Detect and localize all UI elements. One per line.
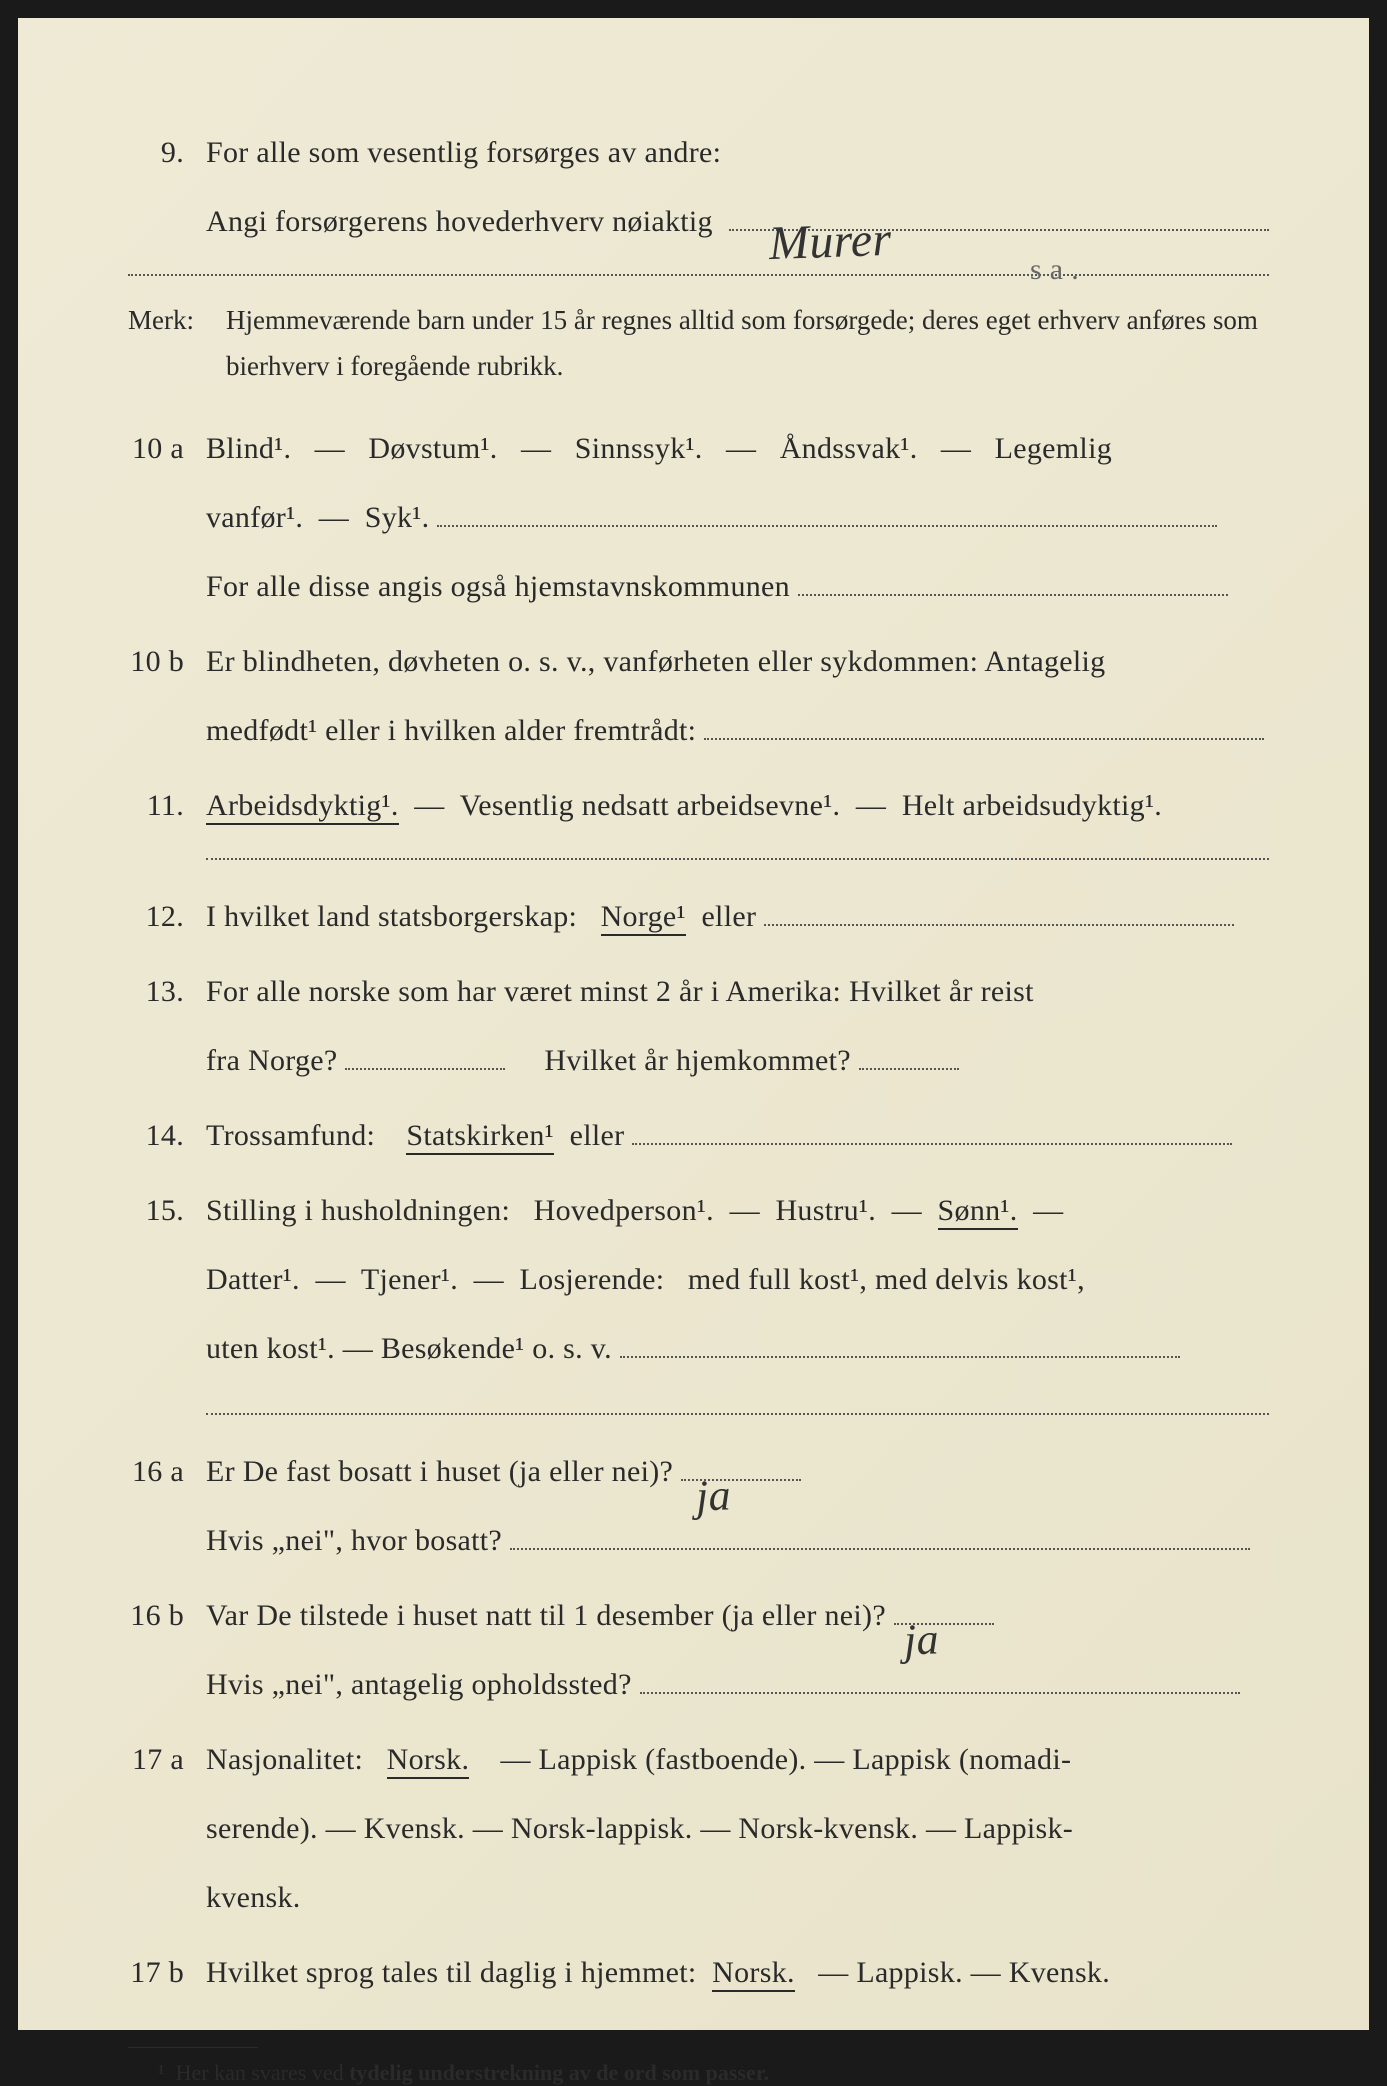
question-17b: 17 b Hvilket sprog tales til daglig i hj… — [128, 1938, 1269, 2007]
q17b-rest: — Lappisk. — Kvensk. — [818, 1956, 1110, 1989]
q10b-fill — [704, 738, 1264, 740]
q15-opt-kost: med full kost¹, med delvis kost¹, — [688, 1263, 1085, 1296]
q10a-fill2 — [798, 594, 1228, 596]
q12-text: I hvilket land statsborgerskap: — [206, 900, 577, 933]
q15-number: 15. — [128, 1176, 206, 1245]
separator — [128, 274, 1269, 276]
separator-2 — [206, 858, 1269, 860]
q10a-opt-blind: Blind¹. — [206, 432, 291, 465]
question-16b: 16 b Var De tilstede i huset natt til 1 … — [128, 1581, 1269, 1719]
q16b-line2: Hvis „nei", antagelig opholdssted? — [206, 1668, 632, 1701]
q9-handwritten-2: s a . — [1030, 235, 1079, 304]
q14-number: 14. — [128, 1101, 206, 1170]
question-11: 11. Arbeidsdyktig¹. — Vesentlig nedsatt … — [128, 771, 1269, 840]
q15-opt-sonn: Sønn¹. — [938, 1194, 1018, 1230]
q10a-opt-vanfor: vanfør¹. — [206, 501, 303, 534]
q14-opt-statskirken: Statskirken¹ — [406, 1119, 554, 1155]
q17b-number: 17 b — [128, 1938, 206, 2007]
q13-line2a: fra Norge? — [206, 1044, 338, 1077]
q15-line3: uten kost¹. — Besøkende¹ o. s. v. — [206, 1332, 612, 1365]
q12-after: eller — [701, 900, 756, 933]
q10b-line2: medfødt¹ eller i hvilken alder fremtrådt… — [206, 714, 696, 747]
q15-opt-datter: Datter¹. — [206, 1263, 300, 1296]
q13-fill1 — [345, 1068, 505, 1070]
question-15: 15. Stilling i husholdningen: Hovedperso… — [128, 1176, 1269, 1383]
q17a-line3: kvensk. — [206, 1863, 1269, 1932]
q15-label: Stilling i husholdningen: — [206, 1194, 510, 1227]
question-17a: 17 a Nasjonalitet: Norsk. — Lappisk (fas… — [128, 1725, 1269, 1932]
q13-line1: For alle norske som har været minst 2 år… — [206, 957, 1269, 1026]
q15-opt-hovedperson: Hovedperson¹. — [534, 1194, 714, 1227]
q16b-number: 16 b — [128, 1581, 206, 1650]
q17a-number: 17 a — [128, 1725, 206, 1794]
q10a-opt-sinnssyk: Sinnssyk¹. — [575, 432, 703, 465]
question-9: 9. For alle som vesentlig forsørges av a… — [128, 118, 1269, 256]
merk-text: Hjemmeværende barn under 15 år regnes al… — [226, 298, 1269, 390]
q15-opt-hustru: Hustru¹. — [775, 1194, 876, 1227]
q9-line2: Angi forsørgerens hovederhverv nøiaktig — [206, 205, 713, 238]
q16b-line1: Var De tilstede i huset natt til 1 desem… — [206, 1599, 886, 1632]
q14-after: eller — [570, 1119, 625, 1152]
question-10b: 10 b Er blindheten, døvheten o. s. v., v… — [128, 627, 1269, 765]
q10b-number: 10 b — [128, 627, 206, 696]
q12-fill — [764, 924, 1234, 926]
q10a-fill — [437, 525, 1217, 527]
q9-line1: For alle som vesentlig forsørges av andr… — [206, 118, 1269, 187]
question-16a: 16 a Er De fast bosatt i huset (ja eller… — [128, 1437, 1269, 1575]
q17b-text: Hvilket sprog tales til daglig i hjemmet… — [206, 1956, 697, 1989]
merk-note: Merk: Hjemmeværende barn under 15 år reg… — [128, 298, 1269, 390]
q10a-line3: For alle disse angis også hjemstavnskomm… — [206, 570, 790, 603]
q9-number: 9. — [128, 118, 206, 187]
q16a-line2: Hvis „nei", hvor bosatt? — [206, 1524, 502, 1557]
q17a-rest1: — Lappisk (fastboende). — Lappisk (nomad… — [500, 1743, 1071, 1776]
q10a-opt-syk: Syk¹. — [365, 501, 430, 534]
q16a-fill2 — [510, 1548, 1250, 1550]
q16a-fill1: ja — [681, 1479, 801, 1481]
q15-fill — [620, 1356, 1180, 1358]
q10a-number: 10 a — [128, 414, 206, 483]
q16a-number: 16 a — [128, 1437, 206, 1506]
q16b-handwritten: ja — [902, 1588, 940, 1690]
q12-number: 12. — [128, 882, 206, 951]
q17a-label: Nasjonalitet: — [206, 1743, 363, 1776]
q16b-fill2 — [640, 1692, 1240, 1694]
q17b-opt-norsk: Norsk. — [712, 1956, 795, 1992]
q17a-opt-norsk: Norsk. — [387, 1743, 470, 1779]
q15-opt-tjener: Tjener¹. — [361, 1263, 458, 1296]
census-form-page: 9. For alle som vesentlig forsørges av a… — [18, 18, 1369, 2030]
q12-opt-norge: Norge¹ — [601, 900, 686, 936]
merk-label: Merk: — [128, 298, 226, 390]
q14-fill — [632, 1143, 1232, 1145]
question-12: 12. I hvilket land statsborgerskap: Norg… — [128, 882, 1269, 951]
q17a-line2: serende). — Kvensk. — Norsk-lappisk. — N… — [206, 1794, 1269, 1863]
q16a-line1: Er De fast bosatt i huset (ja eller nei)… — [206, 1455, 673, 1488]
q10a-opt-legemlig: Legemlig — [995, 432, 1112, 465]
q16b-fill1: ja — [894, 1623, 994, 1625]
q10a-opt-dovstum: Døvstum¹. — [368, 432, 497, 465]
question-14: 14. Trossamfund: Statskirken¹ eller — [128, 1101, 1269, 1170]
q11-opt-arbeidsdyktig: Arbeidsdyktig¹. — [206, 789, 399, 825]
q11-opt-udyktig: Helt arbeidsudyktig¹. — [902, 789, 1162, 822]
q9-fill: Murer — [729, 229, 1269, 231]
footnote-text-b: tydelig understrekning av de ord som pas… — [349, 2060, 769, 2085]
q11-opt-nedsatt: Vesentlig nedsatt arbeidsevne¹. — [460, 789, 841, 822]
q13-fill2 — [859, 1068, 959, 1070]
q13-number: 13. — [128, 957, 206, 1026]
q11-number: 11. — [128, 771, 206, 840]
separator-3 — [206, 1413, 1269, 1415]
q10b-line1: Er blindheten, døvheten o. s. v., vanfør… — [206, 627, 1269, 696]
q14-label: Trossamfund: — [206, 1119, 375, 1152]
footnote-text-a: Her kan svares ved — [176, 2060, 350, 2085]
footnote-marker: ¹ — [158, 2060, 165, 2085]
q16a-handwritten: ja — [694, 1444, 732, 1546]
q10a-opt-andssvak: Åndssvak¹. — [780, 432, 918, 465]
footnote: ¹ Her kan svares ved tydelig understrekn… — [128, 2060, 1269, 2086]
q13-line2b: Hvilket år hjemkommet? — [544, 1044, 851, 1077]
q9-handwritten: Murer — [767, 185, 893, 300]
question-13: 13. For alle norske som har været minst … — [128, 957, 1269, 1095]
q15-losjerende: Losjerende: — [520, 1263, 665, 1296]
question-10a: 10 a Blind¹. — Døvstum¹. — Sinnssyk¹. — … — [128, 414, 1269, 621]
